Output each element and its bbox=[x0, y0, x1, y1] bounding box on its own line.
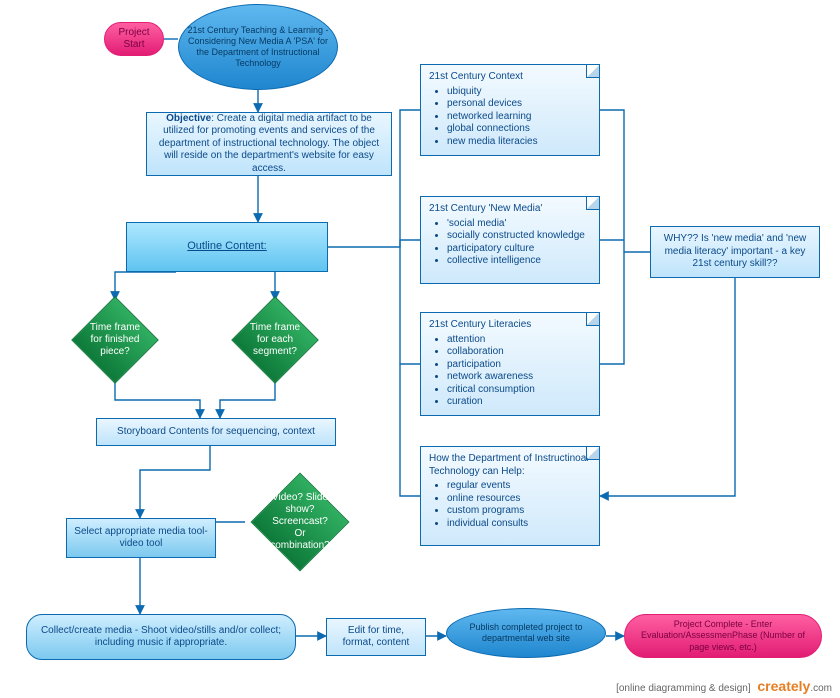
note-21c-context: 21st Century Context ubiquitypersonal de… bbox=[420, 64, 600, 156]
select-tool-label: Select appropriate media tool- video too… bbox=[73, 526, 209, 551]
timeframe-finished-decision: Time frame for finished piece? bbox=[71, 296, 159, 384]
note-item: networked learning bbox=[447, 111, 538, 124]
note-21c-literacies: 21st Century Literacies attentioncollabo… bbox=[420, 312, 600, 416]
storyboard-label: Storyboard Contents for sequencing, cont… bbox=[117, 426, 315, 439]
note-item: custom programs bbox=[447, 505, 528, 518]
publish-label: Publish completed project to departmenta… bbox=[453, 622, 599, 645]
note-item: attention bbox=[447, 334, 535, 347]
project-start-terminator: Project Start bbox=[104, 22, 164, 56]
project-start-label: Project Start bbox=[111, 27, 157, 52]
note-item: individual consults bbox=[447, 518, 528, 531]
note-item: global connections bbox=[447, 123, 538, 136]
note-21c-literacies-title: 21st Century Literacies bbox=[429, 319, 531, 332]
note-item: 'social media' bbox=[447, 218, 585, 231]
note-item: participation bbox=[447, 359, 535, 372]
why-label: WHY?? Is 'new media' and 'new media lite… bbox=[657, 233, 813, 271]
watermark-suffix: .com bbox=[810, 683, 832, 694]
storyboard-box: Storyboard Contents for sequencing, cont… bbox=[96, 418, 336, 446]
edit-box: Edit for time, format, content bbox=[326, 618, 426, 656]
note-dept-help: How the Department of Instructinoal Tech… bbox=[420, 446, 600, 546]
collect-media-label: Collect/create media - Shoot video/still… bbox=[33, 625, 289, 650]
note-item: new media literacies bbox=[447, 136, 538, 149]
note-item: collective intelligence bbox=[447, 255, 585, 268]
note-21c-context-list: ubiquitypersonal devicesnetworked learni… bbox=[429, 86, 538, 149]
creately-watermark: [online diagramming & design] creately.c… bbox=[616, 678, 832, 694]
video-type-label: Video? Slide show? Screencast? Or combin… bbox=[266, 492, 334, 552]
note-dept-help-list: regular eventsonline resourcescustom pro… bbox=[429, 480, 528, 530]
timeframe-finished-label: Time frame for finished piece? bbox=[85, 322, 145, 358]
note-21c-context-title: 21st Century Context bbox=[429, 71, 523, 84]
note-item: curation bbox=[447, 396, 535, 409]
note-21c-newmedia: 21st Century 'New Media' 'social media's… bbox=[420, 196, 600, 284]
project-complete-label: Project Complete - Enter Evaluation/Asse… bbox=[631, 619, 815, 653]
note-item: ubiquity bbox=[447, 86, 538, 99]
objective-text: Objective: Create a digital media artifa… bbox=[153, 113, 385, 176]
edit-label: Edit for time, format, content bbox=[333, 625, 419, 650]
watermark-brand: creately bbox=[757, 678, 810, 694]
note-item: network awareness bbox=[447, 371, 535, 384]
title-ellipse: 21st Century Teaching & Learning - Consi… bbox=[178, 4, 338, 90]
collect-media-box: Collect/create media - Shoot video/still… bbox=[26, 614, 296, 660]
note-item: regular events bbox=[447, 480, 528, 493]
note-dept-help-title: How the Department of Instructinoal Tech… bbox=[429, 453, 591, 478]
watermark-left: [online diagramming & design] bbox=[616, 683, 751, 694]
note-item: online resources bbox=[447, 493, 528, 506]
outline-content-label: Outline Content: bbox=[187, 240, 267, 254]
publish-ellipse: Publish completed project to departmenta… bbox=[446, 608, 606, 658]
video-type-decision: Video? Slide show? Screencast? Or combin… bbox=[251, 473, 350, 572]
timeframe-segment-label: Time frame for each segment? bbox=[245, 322, 305, 358]
timeframe-segment-decision: Time frame for each segment? bbox=[231, 296, 319, 384]
objective-box: Objective: Create a digital media artifa… bbox=[146, 112, 392, 176]
outline-content-box: Outline Content: bbox=[126, 222, 328, 272]
project-complete-terminator: Project Complete - Enter Evaluation/Asse… bbox=[624, 614, 822, 658]
note-item: critical consumption bbox=[447, 384, 535, 397]
note-item: participatory culture bbox=[447, 243, 585, 256]
note-21c-literacies-list: attentioncollaborationparticipationnetwo… bbox=[429, 334, 535, 409]
note-21c-newmedia-list: 'social media'socially constructed knowl… bbox=[429, 218, 585, 268]
note-21c-newmedia-title: 21st Century 'New Media' bbox=[429, 203, 542, 216]
note-item: socially constructed knowledge bbox=[447, 230, 585, 243]
title-ellipse-label: 21st Century Teaching & Learning - Consi… bbox=[185, 25, 331, 70]
note-item: personal devices bbox=[447, 98, 538, 111]
select-tool-box: Select appropriate media tool- video too… bbox=[66, 518, 216, 558]
why-box: WHY?? Is 'new media' and 'new media lite… bbox=[650, 226, 820, 278]
note-item: collaboration bbox=[447, 346, 535, 359]
